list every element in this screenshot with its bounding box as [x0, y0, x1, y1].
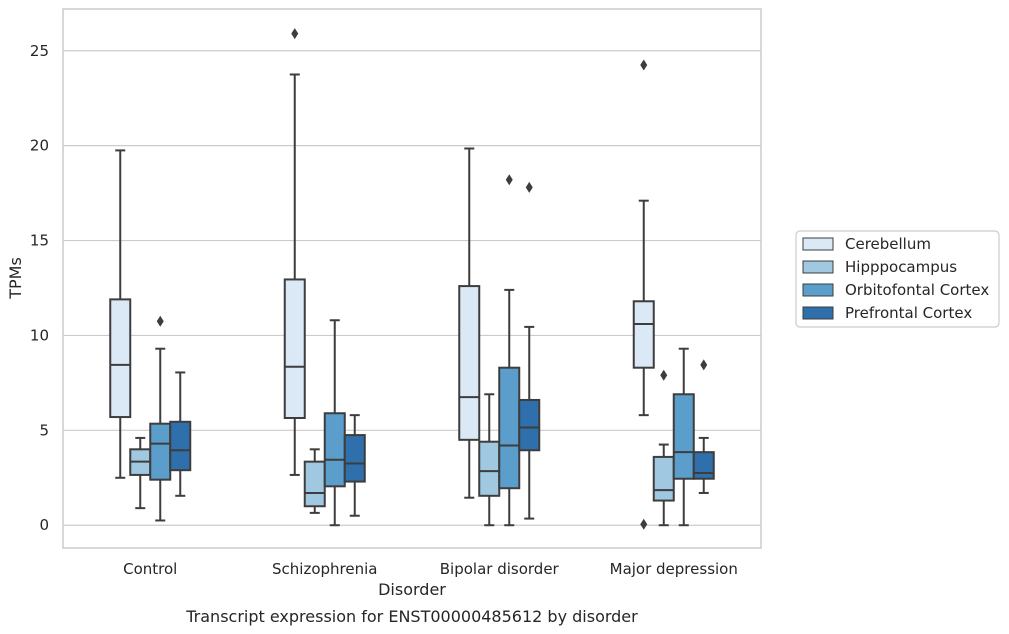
legend-frame [795, 230, 1000, 328]
y-tick-label-25: 25 [30, 42, 49, 60]
x-tick-label-3: Major depression [610, 560, 738, 578]
legend-swatch [802, 306, 834, 320]
box-iqr [343, 434, 366, 483]
outlier-point-0 [156, 315, 164, 327]
outlier-point-0 [291, 28, 299, 40]
x-tick-labels: Control Schizophrenia Bipolar disorder Majo… [123, 560, 738, 578]
legend-swatch [802, 237, 834, 251]
box-1-1 [303, 448, 326, 514]
box-iqr [672, 393, 695, 480]
outlier-point-1 [640, 59, 648, 71]
box-2-1 [478, 393, 501, 527]
box-iqr [632, 300, 655, 369]
box-iqr [692, 451, 715, 480]
y-tick-labels: 0 5 10 15 20 25 [30, 42, 49, 534]
plot-frame [62, 8, 762, 549]
y-tick-label-20: 20 [30, 137, 49, 155]
figure-caption: Transcript expression for ENST0000048561… [185, 607, 638, 626]
legend-label: Cerebellum [845, 235, 931, 253]
box-iqr [652, 455, 675, 502]
legend-item-0: Cerebellum [802, 235, 931, 253]
box-iqr [458, 285, 481, 441]
box-iqr [109, 298, 132, 419]
box-iqr [169, 420, 192, 472]
box-2-3 [518, 181, 541, 520]
box-3-1 [652, 369, 675, 527]
box-3-3 [692, 359, 715, 494]
legend-item-1: Hipppocampus [802, 258, 957, 276]
box-3-2 [672, 347, 695, 527]
box-iqr [283, 278, 306, 419]
box-iqr [323, 412, 346, 488]
x-tick-label-2: Bipolar disorder [440, 560, 560, 578]
box-1-3 [343, 414, 366, 517]
legend: Cerebellum Hipppocampus Orbitofontal Corte… [795, 230, 1000, 328]
box-iqr [303, 460, 326, 508]
box-3-0 [632, 59, 655, 530]
legend-swatch [802, 260, 834, 274]
outlier-point-0 [660, 369, 668, 381]
legend-label: Prefrontal Cortex [845, 304, 972, 322]
y-axis-label: TPMs [6, 257, 25, 300]
legend-label: Orbitofontal Cortex [845, 281, 989, 299]
box-iqr [498, 366, 521, 490]
y-tick-label-15: 15 [30, 232, 49, 250]
y-tick-label-10: 10 [30, 326, 49, 344]
y-tick-label-5: 5 [39, 421, 49, 439]
box-plot-series [109, 28, 715, 530]
x-tick-label-1: Schizophrenia [272, 560, 377, 578]
outlier-point-0 [640, 518, 648, 530]
box-1-0 [283, 28, 306, 476]
box-iqr [149, 422, 172, 481]
y-tick-label-0: 0 [39, 516, 49, 534]
legend-swatch [802, 283, 834, 297]
legend-label: Hipppocampus [845, 258, 957, 276]
box-1-2 [323, 319, 346, 527]
box-2-0 [458, 147, 481, 499]
outlier-point-0 [700, 359, 708, 371]
box-2-2 [498, 174, 521, 527]
box-iqr [478, 440, 501, 497]
box-0-1 [129, 436, 152, 510]
box-0-3 [169, 371, 192, 497]
x-axis-label: Disorder [378, 580, 446, 599]
box-0-2 [149, 315, 172, 522]
legend-item-2: Orbitofontal Cortex [802, 281, 989, 299]
outlier-point-0 [525, 181, 533, 193]
legend-item-3: Prefrontal Cortex [802, 304, 972, 322]
box-iqr [518, 398, 541, 452]
box-0-0 [109, 149, 132, 479]
x-tick-label-0: Control [123, 560, 177, 578]
outlier-point-0 [505, 174, 513, 186]
